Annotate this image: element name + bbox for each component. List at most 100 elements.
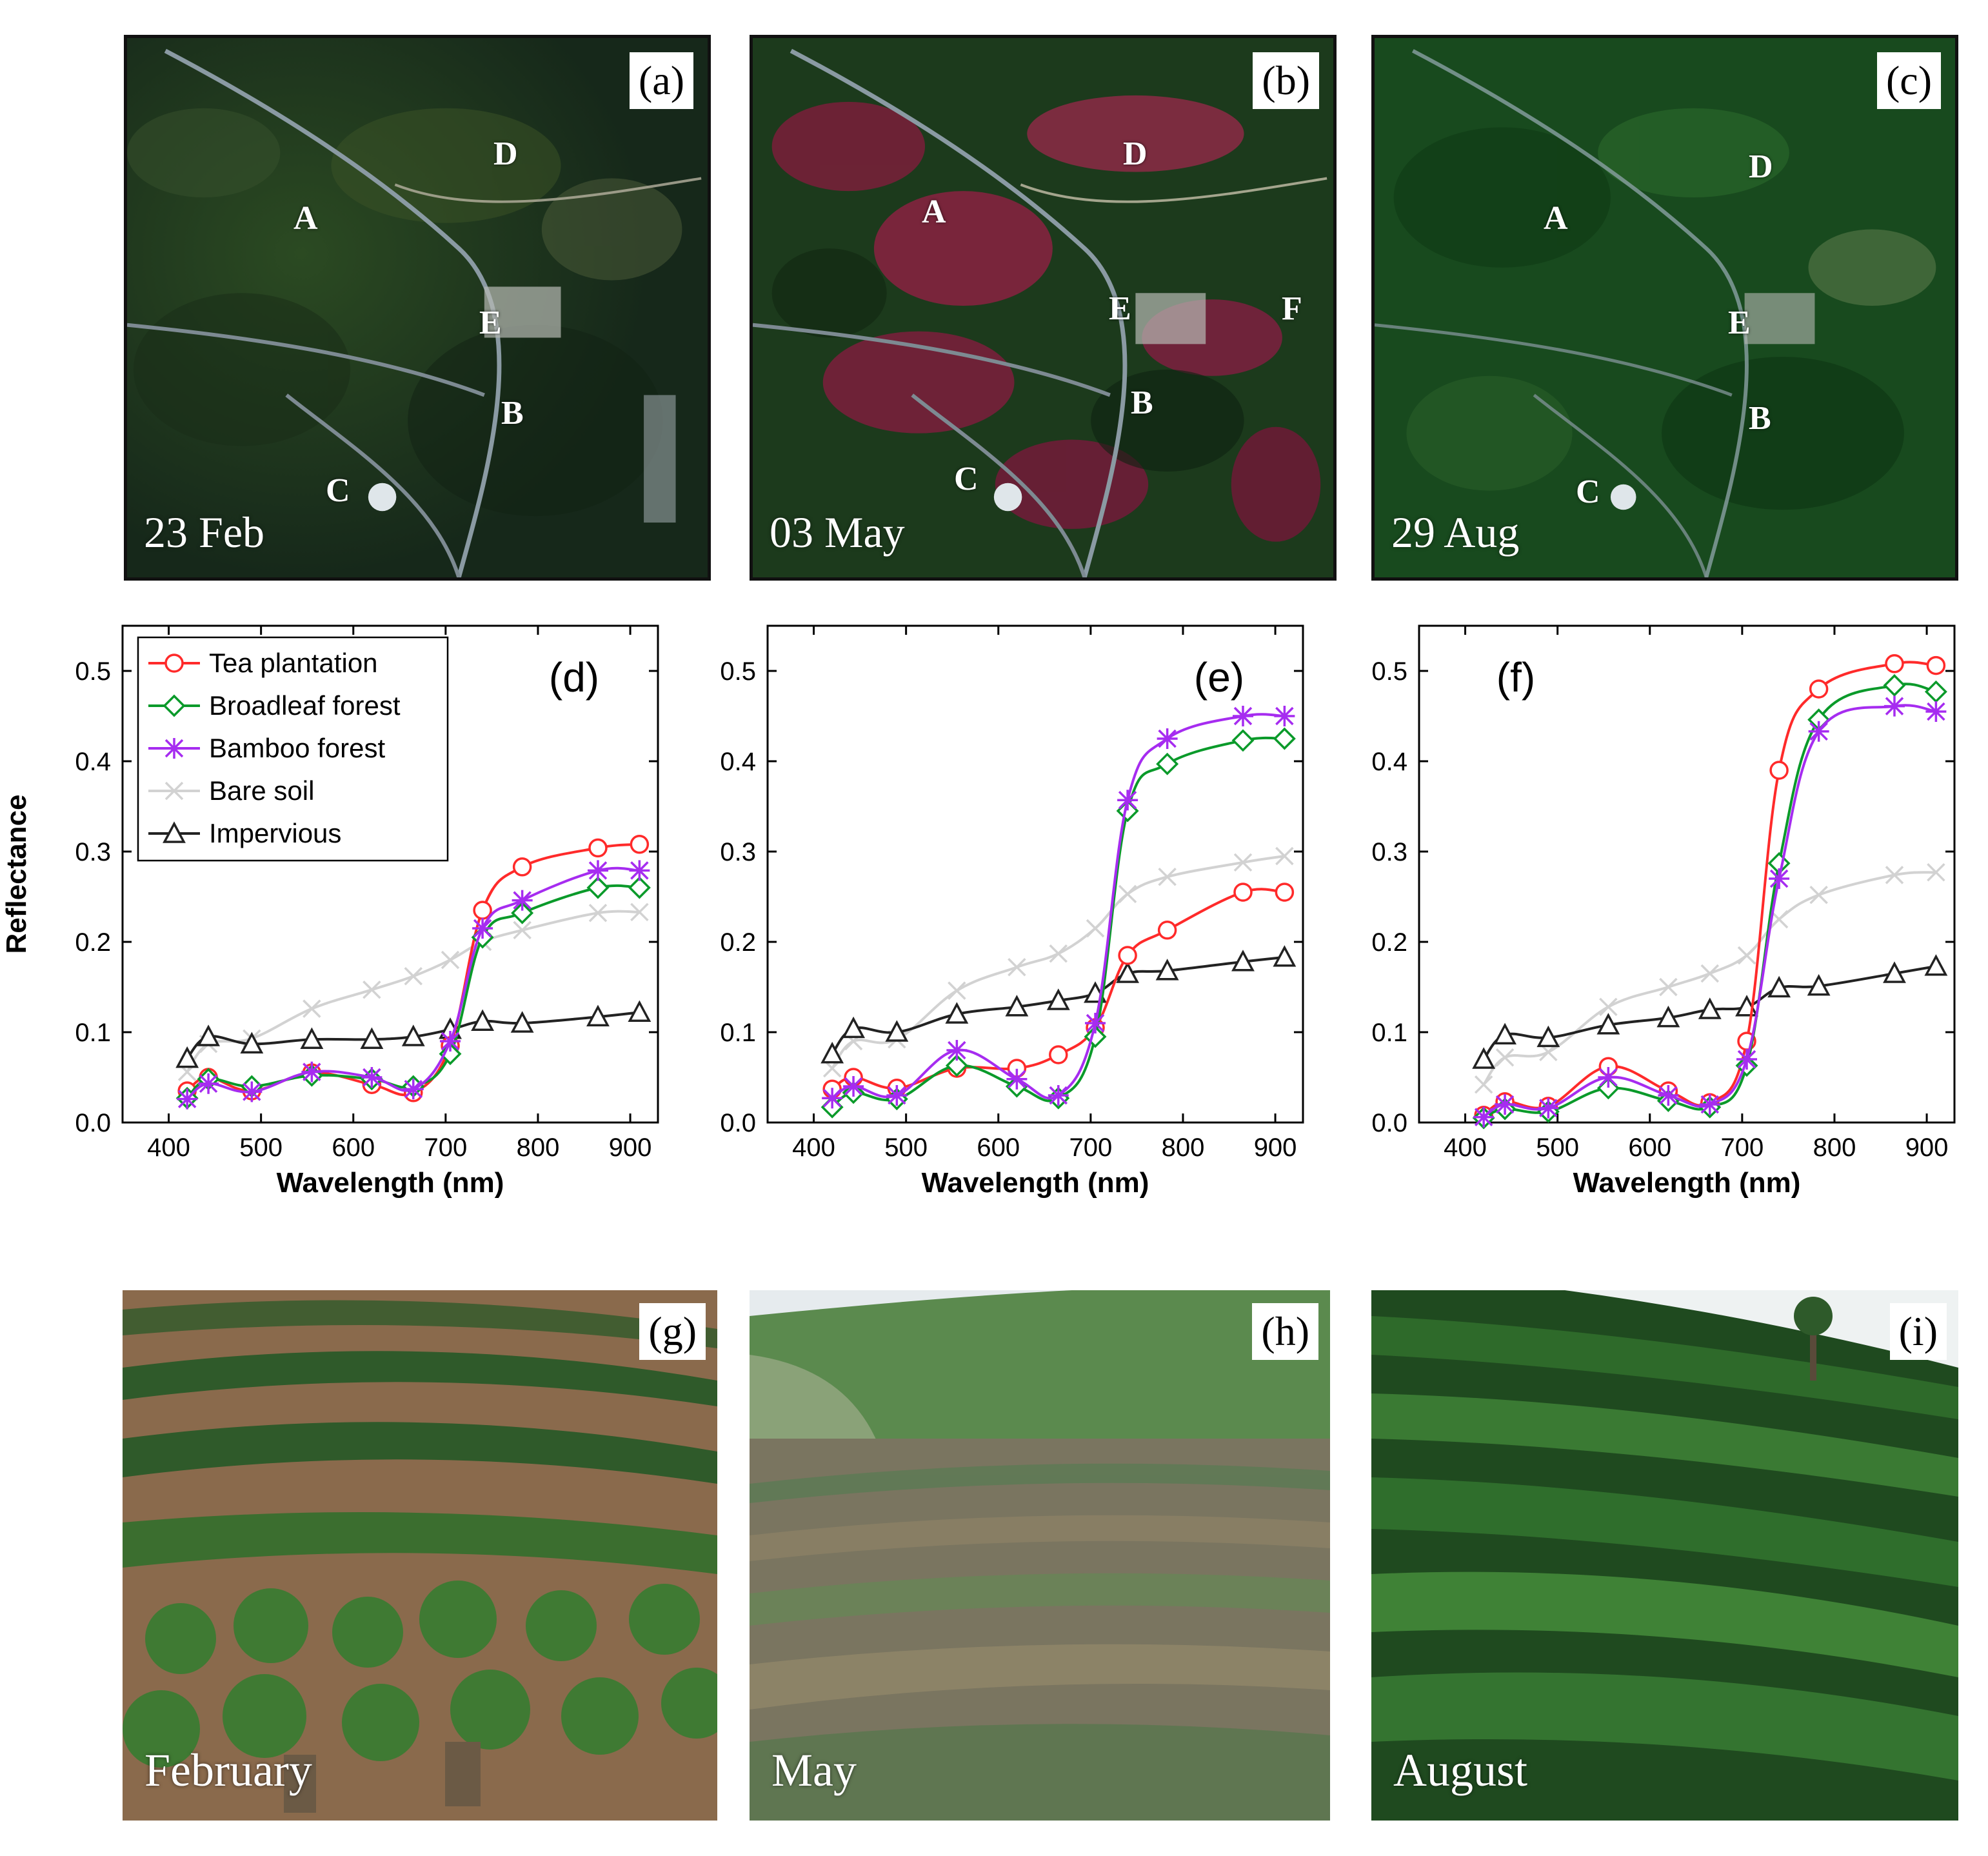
data-point-tea xyxy=(588,838,608,858)
data-point-bare xyxy=(1927,863,1945,882)
series-bamboo xyxy=(822,706,1295,1109)
y-tick-label: 0.3 xyxy=(1371,838,1407,866)
date-label: 29 Aug xyxy=(1391,508,1520,557)
x-tick-label: 500 xyxy=(884,1133,928,1162)
data-point-bare xyxy=(1809,885,1828,904)
data-point-bare xyxy=(1474,1075,1493,1094)
data-point-impervious xyxy=(1472,1047,1496,1069)
data-point-impervious xyxy=(628,1000,651,1022)
site-label-e: E xyxy=(1109,290,1131,327)
site-label-e: E xyxy=(1728,304,1751,341)
site-label-d: D xyxy=(1123,135,1148,172)
data-point-bare xyxy=(513,921,532,940)
satellite-panel-b: (b) A B C D E F 03 May xyxy=(750,35,1337,581)
x-axis-label: Wavelength (nm) xyxy=(277,1167,504,1199)
x-tick-label: 700 xyxy=(1069,1133,1112,1162)
x-tick-label: 900 xyxy=(609,1133,652,1162)
data-point-bamboo xyxy=(1274,706,1295,726)
data-point-impervious xyxy=(1005,995,1029,1017)
x-axis-label: Wavelength (nm) xyxy=(922,1167,1149,1199)
data-point-tea xyxy=(1049,1045,1068,1064)
data-point-bamboo xyxy=(361,1067,383,1088)
series-bare xyxy=(822,846,1294,1078)
data-point-impervious xyxy=(1155,959,1179,981)
data-point-broadleaf xyxy=(628,876,651,899)
data-point-bamboo xyxy=(301,1061,323,1083)
data-point-impervious xyxy=(401,1024,425,1046)
panel-tag: (b) xyxy=(1253,52,1319,109)
data-point-bamboo xyxy=(1117,790,1138,811)
data-point-bare xyxy=(1495,1048,1515,1067)
data-point-bare xyxy=(404,966,423,986)
date-label: 23 Feb xyxy=(144,508,264,557)
data-point-impervious xyxy=(1698,997,1722,1019)
data-point-impervious xyxy=(820,1041,844,1064)
legend-marker xyxy=(164,738,184,759)
y-tick-label: 0.3 xyxy=(720,838,756,866)
series-impervious xyxy=(820,945,1297,1064)
data-point-bamboo xyxy=(472,918,493,939)
panel-tag: (f) xyxy=(1496,654,1535,701)
site-label-c: C xyxy=(326,472,350,509)
legend-label: Broadleaf forest xyxy=(209,690,401,721)
data-point-impervious xyxy=(1767,975,1791,998)
data-point-bare xyxy=(1275,846,1294,866)
data-point-broadleaf xyxy=(586,876,610,899)
data-point-bamboo xyxy=(886,1085,908,1106)
data-point-bamboo xyxy=(587,860,608,881)
data-point-bamboo xyxy=(1495,1094,1516,1115)
legend-marker xyxy=(163,821,186,843)
site-label-e: E xyxy=(479,304,502,341)
data-point-bamboo xyxy=(1048,1085,1069,1106)
x-tick-label: 800 xyxy=(1813,1133,1856,1162)
satellite-image-feb xyxy=(127,38,708,577)
data-point-impervious xyxy=(1231,950,1255,972)
data-point-broadleaf xyxy=(945,1054,968,1077)
x-tick-label: 600 xyxy=(977,1133,1020,1162)
site-label-f: F xyxy=(1282,290,1302,327)
series-line-bamboo xyxy=(186,866,640,1101)
data-point-bamboo xyxy=(1925,701,1947,722)
data-point-bamboo xyxy=(1473,1106,1495,1128)
data-point-tea xyxy=(1769,761,1789,780)
data-point-impervious xyxy=(1883,961,1906,983)
data-point-tea xyxy=(1926,655,1946,675)
photo-panel-i: (i) August xyxy=(1371,1290,1958,1821)
y-tick-label: 0.4 xyxy=(1371,748,1407,776)
date-label: 03 May xyxy=(770,508,905,557)
legend-label: Bare soil xyxy=(209,775,314,806)
series-line-tea xyxy=(186,843,640,1097)
photo-panel-g: (g) February xyxy=(123,1290,717,1821)
data-point-bare xyxy=(588,903,608,923)
data-point-bamboo xyxy=(629,860,650,881)
x-tick-label: 800 xyxy=(517,1133,560,1162)
data-point-bamboo xyxy=(1085,1013,1106,1033)
legend-marker xyxy=(164,654,184,673)
legend-item-bamboo: Bamboo forest xyxy=(148,733,385,763)
data-point-impervious xyxy=(1924,954,1948,976)
data-point-bamboo xyxy=(1538,1097,1559,1119)
y-tick-label: 0.5 xyxy=(75,657,111,686)
site-label-a: A xyxy=(293,200,318,237)
y-tick-label: 0.0 xyxy=(1371,1109,1407,1137)
x-tick-label: 700 xyxy=(424,1133,467,1162)
site-label-c: C xyxy=(954,461,979,497)
month-label: May xyxy=(771,1744,857,1796)
data-point-tea xyxy=(1809,679,1829,699)
data-point-bare xyxy=(1659,977,1678,997)
data-point-impervious xyxy=(586,1004,610,1026)
data-point-tea xyxy=(1233,883,1253,902)
panel-tag: (i) xyxy=(1889,1303,1947,1360)
data-point-impervious xyxy=(1807,973,1831,996)
legend-label: Bamboo forest xyxy=(209,733,385,763)
panel-tag: (g) xyxy=(639,1303,706,1360)
legend-item-tea: Tea plantation xyxy=(148,648,378,678)
spectral-chart-f: 400 500 600 700 800 900 0.0 0.1 0.2 0.3 0.4 0.5 Wave… xyxy=(1371,624,1956,1199)
data-point-bare xyxy=(363,980,381,999)
data-point-impervious xyxy=(197,1024,221,1046)
x-tick-label: 600 xyxy=(1628,1133,1671,1162)
data-point-bamboo xyxy=(1006,1068,1028,1090)
data-point-impervious xyxy=(175,1046,199,1068)
data-point-bamboo xyxy=(403,1079,424,1100)
series-bare xyxy=(177,903,649,1081)
